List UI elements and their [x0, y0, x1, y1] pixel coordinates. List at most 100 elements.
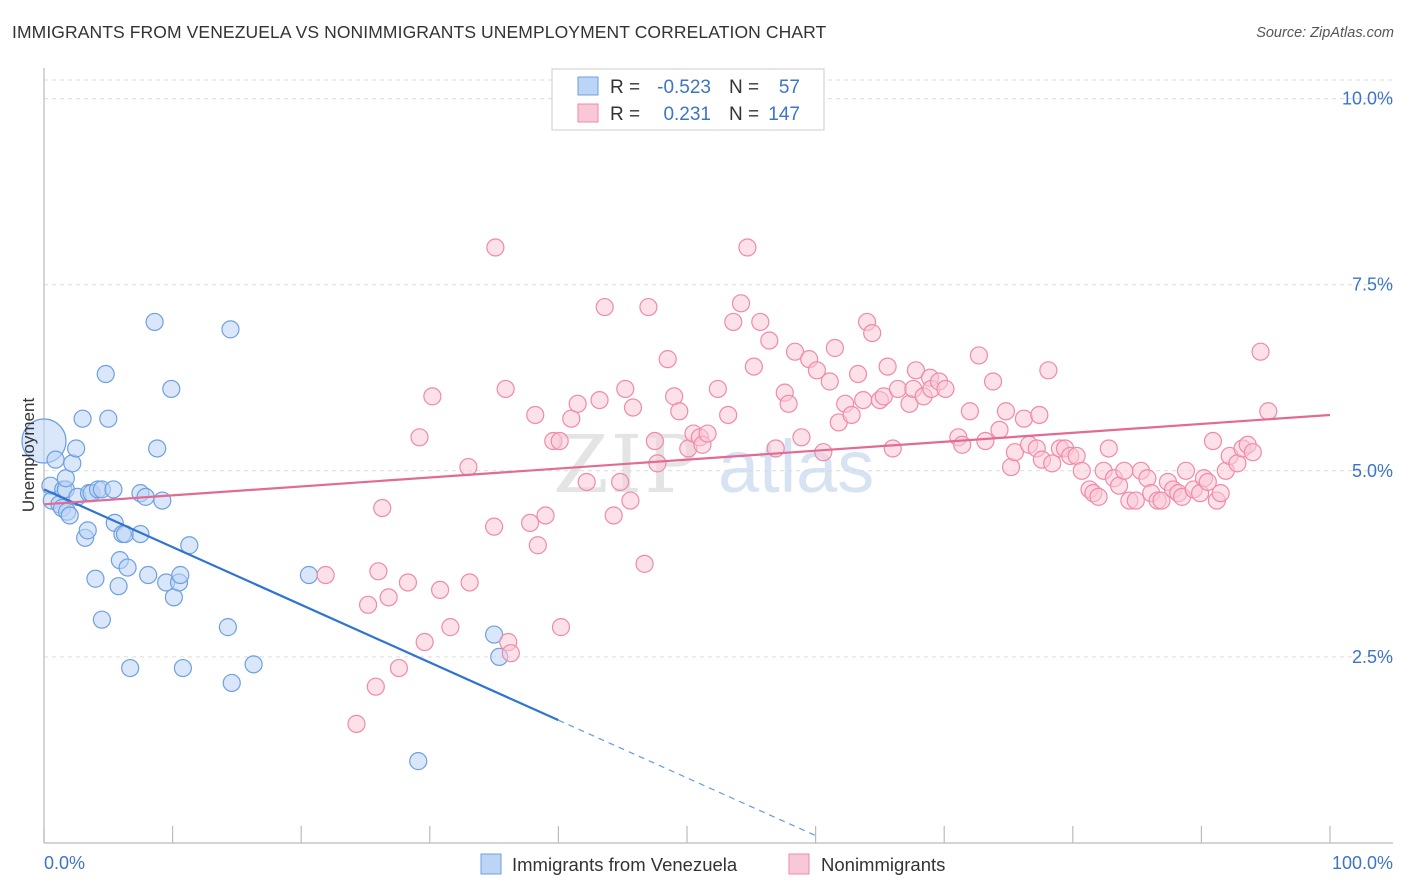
nonimmigrants-point	[358, 595, 378, 614]
x-tick-label-min: 0.0%	[44, 853, 85, 873]
nonimmigrants-point	[501, 644, 520, 663]
y-tick-label-2: 7.5%	[1352, 275, 1393, 295]
nonimmigrants-point	[1030, 405, 1049, 425]
nonimmigrants-point	[1251, 342, 1270, 361]
nonimmigrants-point	[1072, 461, 1091, 480]
data-points	[21, 238, 1278, 771]
nonimmigrants-point	[568, 394, 587, 413]
nonimmigrants-point	[639, 297, 658, 317]
bottom-legend-swatch-nonimmigrants	[788, 853, 810, 875]
venezuela-trend-extension	[558, 719, 816, 837]
nonimmigrants-point	[621, 491, 640, 510]
nonimmigrants-point	[670, 402, 689, 421]
legend-r-label-venezuela: R =	[610, 77, 640, 98]
nonimmigrants-point	[551, 618, 571, 637]
nonimmigrants-point	[814, 443, 833, 462]
legend-n-label-venezuela: N =	[729, 77, 759, 98]
nonimmigrants-point	[731, 294, 751, 313]
venezuela-point	[139, 565, 158, 585]
nonimmigrants-point	[658, 350, 677, 369]
nonimmigrants-point	[1198, 472, 1217, 492]
nonimmigrants-point	[792, 428, 811, 447]
nonimmigrants-point	[785, 342, 805, 361]
y-tick-label-0: 2.5%	[1352, 647, 1393, 667]
legend-n-value-venezuela: 57	[779, 77, 800, 98]
nonimmigrants-point	[1138, 469, 1157, 488]
nonimmigrants-point	[415, 632, 434, 652]
nonimmigrants-point	[316, 565, 335, 585]
nonimmigrants-point	[1152, 491, 1171, 510]
venezuela-point	[67, 439, 86, 458]
nonimmigrants-point	[724, 312, 743, 332]
nonimmigrants-trend-line	[43, 413, 1331, 506]
venezuela-point	[96, 364, 115, 384]
venezuela-point	[409, 752, 428, 771]
nonimmigrants-point	[616, 379, 635, 399]
nonimmigrants-point	[441, 618, 460, 637]
nonimmigrants-point	[698, 424, 717, 443]
nonimmigrants-point	[379, 588, 398, 607]
legend-r-value-nonimmigrants: 0.231	[663, 104, 711, 125]
nonimmigrants-point	[996, 402, 1016, 421]
nonimmigrants-point	[347, 714, 366, 733]
nonimmigrants-point	[760, 331, 779, 350]
nonimmigrants-point	[976, 431, 995, 451]
legend-n-label-nonimmigrants: N =	[729, 104, 759, 125]
venezuela-point	[73, 409, 92, 428]
nonimmigrants-point	[936, 379, 955, 399]
grid-lines	[44, 79, 1393, 658]
venezuela-point	[171, 565, 190, 585]
legend-r-value-venezuela: -0.523	[657, 77, 711, 98]
y-axis-title: Unemployment	[19, 398, 38, 513]
nonimmigrants-point	[577, 472, 596, 492]
nonimmigrants-point	[528, 536, 547, 555]
venezuela-point	[121, 658, 140, 678]
nonimmigrants-point	[969, 346, 989, 365]
legend-swatch-venezuela	[577, 76, 599, 96]
nonimmigrants-point	[807, 361, 826, 380]
nonimmigrants-point	[1014, 409, 1034, 428]
venezuela-point	[118, 558, 137, 577]
nonimmigrants-point	[825, 338, 844, 358]
nonimmigrants-point	[645, 431, 664, 451]
nonimmigrants-point	[595, 297, 614, 317]
nonimmigrants-point	[423, 387, 442, 406]
nonimmigrants-point	[738, 238, 757, 257]
y-tick-label-1: 5.0%	[1352, 461, 1393, 481]
nonimmigrants-point	[848, 364, 868, 384]
nonimmigrants-point	[883, 439, 902, 458]
nonimmigrants-point	[751, 312, 770, 332]
venezuela-point	[299, 565, 319, 585]
nonimmigrants-point	[842, 405, 861, 425]
venezuela-point	[162, 379, 181, 399]
nonimmigrants-point	[854, 390, 873, 410]
nonimmigrants-point	[623, 398, 643, 417]
nonimmigrants-point	[983, 372, 1003, 391]
nonimmigrants-point	[1211, 484, 1230, 503]
y-tick-label-3: 10.0%	[1342, 89, 1393, 109]
venezuela-point	[92, 610, 111, 629]
venezuela-point	[99, 409, 118, 428]
venezuela-point	[131, 524, 150, 544]
source-label: Source: ZipAtlas.com	[1256, 25, 1394, 41]
nonimmigrants-point	[373, 498, 392, 518]
nonimmigrants-point	[550, 431, 569, 451]
nonimmigrants-point	[635, 554, 654, 573]
venezuela-point	[104, 480, 123, 499]
nonimmigrants-point	[708, 379, 727, 399]
nonimmigrants-point	[1005, 443, 1025, 462]
nonimmigrants-point	[990, 420, 1009, 439]
nonimmigrants-point	[1126, 491, 1145, 510]
nonimmigrants-point	[1043, 454, 1062, 473]
bottom-legend-swatch-venezuela	[480, 853, 502, 875]
nonimmigrants-point	[485, 517, 504, 536]
nonimmigrants-point	[366, 677, 385, 696]
nonimmigrants-point	[459, 457, 478, 477]
venezuela-trend-line	[43, 488, 559, 722]
series-legend: Immigrants from Venezuela Nonimmigrants	[480, 853, 945, 875]
nonimmigrants-point	[460, 573, 479, 592]
nonimmigrants-point	[1203, 431, 1223, 451]
bottom-legend-label-nonimmigrants: Nonimmigrants	[821, 854, 945, 875]
nonimmigrants-point	[960, 402, 980, 421]
